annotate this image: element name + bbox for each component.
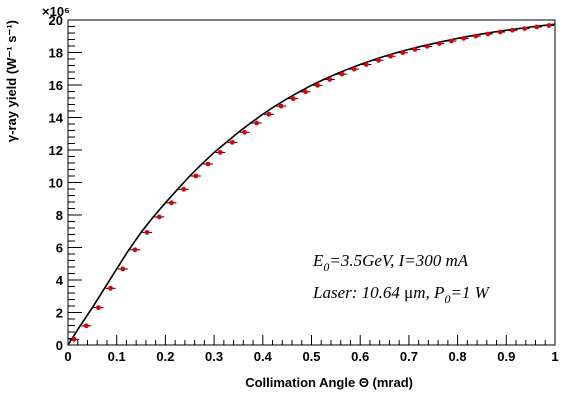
y-tick-label: 20 bbox=[49, 13, 63, 28]
data-point bbox=[178, 186, 189, 192]
y-tick-label: 12 bbox=[49, 143, 63, 158]
x-axis: 0 0.1 0.2 0.3 0.4 0.5 0.6 0.7 0.8 0.9 1 bbox=[64, 335, 559, 364]
data-point bbox=[422, 43, 433, 49]
data-point bbox=[69, 336, 80, 342]
data-point bbox=[397, 50, 408, 56]
x-tick-label: 0.9 bbox=[497, 349, 515, 364]
x-axis-title: Collimation Angle Θ (mrad) bbox=[245, 375, 413, 390]
data-point bbox=[385, 53, 396, 59]
data-point bbox=[239, 129, 250, 135]
data-point bbox=[373, 57, 384, 63]
data-point bbox=[203, 161, 214, 167]
y-tick-label: 10 bbox=[49, 176, 63, 191]
y-tick-label: 2 bbox=[56, 306, 63, 321]
y-tick-label: 14 bbox=[49, 111, 64, 126]
y-multiplier: ×10⁶ bbox=[42, 4, 70, 19]
data-point bbox=[507, 27, 518, 33]
data-point bbox=[531, 24, 542, 30]
data-point bbox=[300, 89, 311, 95]
data-point bbox=[93, 305, 104, 311]
series-layer bbox=[67, 23, 556, 346]
data-point bbox=[543, 23, 554, 28]
data-point bbox=[312, 82, 323, 88]
y-tick-label: 18 bbox=[49, 46, 63, 61]
data-point bbox=[215, 150, 226, 155]
x-tick-label: 0.2 bbox=[156, 349, 174, 364]
data-point bbox=[434, 41, 445, 46]
data-point bbox=[470, 33, 481, 39]
data-point bbox=[446, 38, 457, 44]
data-point bbox=[276, 103, 287, 109]
data-point bbox=[81, 323, 92, 329]
x-tick-label: 0.3 bbox=[205, 349, 223, 364]
data-point bbox=[129, 247, 140, 253]
data-point bbox=[495, 29, 506, 35]
x-tick-label: 0.6 bbox=[351, 349, 369, 364]
x-tick-label: 0.5 bbox=[302, 349, 320, 364]
y-tick-label: 8 bbox=[56, 208, 63, 223]
data-point bbox=[263, 111, 274, 117]
y-tick-label: 6 bbox=[56, 241, 63, 256]
data-point bbox=[154, 214, 165, 220]
y-axis: 0 2 4 6 8 10 12 14 16 18 20 bbox=[49, 13, 82, 353]
data-point bbox=[117, 266, 128, 272]
y-axis-title: γ-ray yield (W⁻¹ s⁻¹) bbox=[4, 20, 19, 142]
annotation-laser: Laser: 10.64 μm, P0=1 W bbox=[312, 283, 491, 306]
x-tick-label: 0.1 bbox=[108, 349, 126, 364]
data-point bbox=[324, 77, 335, 82]
data-point bbox=[409, 47, 420, 52]
x-tick-label: 0.4 bbox=[254, 349, 273, 364]
annotation-beam: E0=3.5GeV, I=300 mA bbox=[312, 251, 469, 274]
data-point bbox=[361, 62, 372, 67]
data-point bbox=[288, 96, 299, 102]
data-point bbox=[142, 229, 153, 235]
data-point bbox=[458, 35, 469, 41]
data-point bbox=[349, 66, 360, 72]
x-tick-label: 0 bbox=[64, 349, 71, 364]
data-point bbox=[519, 26, 530, 32]
x-tick-label: 1 bbox=[551, 349, 558, 364]
data-point bbox=[190, 173, 201, 179]
data-point bbox=[227, 139, 238, 145]
data-point bbox=[483, 31, 494, 37]
y-tick-label: 16 bbox=[49, 78, 63, 93]
data-point bbox=[105, 285, 116, 291]
y-tick-label: 0 bbox=[56, 338, 63, 353]
y-tick-label: 4 bbox=[56, 273, 64, 288]
data-point bbox=[251, 120, 262, 126]
data-point bbox=[166, 200, 177, 206]
data-point bbox=[336, 71, 347, 77]
x-tick-label: 0.7 bbox=[400, 349, 418, 364]
x-tick-label: 0.8 bbox=[449, 349, 467, 364]
